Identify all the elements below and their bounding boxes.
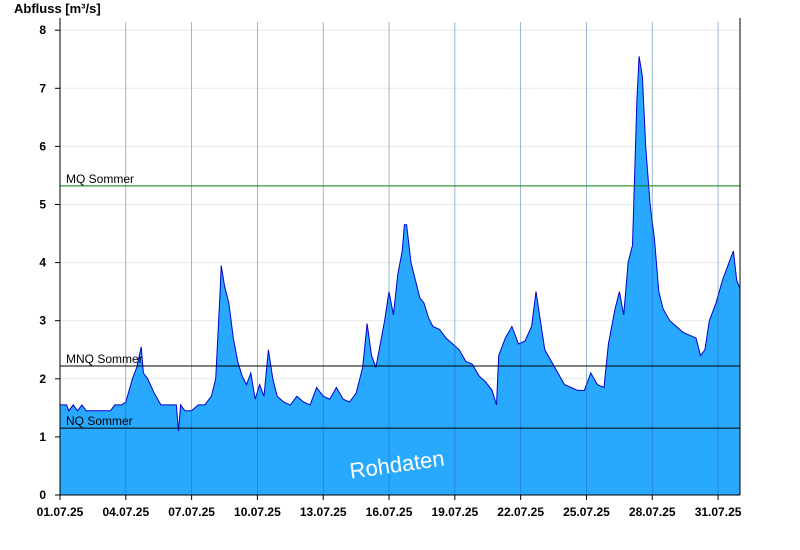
x-tick-label: 16.07.25 xyxy=(366,505,413,519)
y-tick-label: 3 xyxy=(39,314,46,328)
y-tick-label: 8 xyxy=(39,23,46,37)
x-tick-label: 04.07.25 xyxy=(102,505,149,519)
y-tick-label: 4 xyxy=(39,256,46,270)
reference-line-label: MNQ Sommer xyxy=(66,352,143,366)
y-tick-label: 1 xyxy=(39,430,46,444)
x-tick-label: 28.07.25 xyxy=(629,505,676,519)
day-grid-lines xyxy=(125,22,719,495)
discharge-area xyxy=(60,56,740,496)
reference-line-label: NQ Sommer xyxy=(66,414,133,428)
x-tick-label: 19.07.25 xyxy=(431,505,478,519)
x-tick-label: 07.07.25 xyxy=(168,505,215,519)
y-tick-label: 0 xyxy=(39,488,46,502)
x-tick-label: 10.07.25 xyxy=(234,505,281,519)
reference-lines: MQ Sommer MNQ Sommer NQ Sommer xyxy=(60,172,740,429)
y-tick-label: 7 xyxy=(39,81,46,95)
reference-line-label: MQ Sommer xyxy=(66,172,134,186)
axes: 0 1 2 3 4 5 6 7 8 01.07.25 04.07.25 07.07.25 10.07.2… xyxy=(37,18,742,519)
y-axis-label: Abfluss [m³/s] xyxy=(14,1,101,16)
y-tick-label: 5 xyxy=(39,198,46,212)
discharge-line xyxy=(60,56,741,432)
y-tick-label: 2 xyxy=(39,372,46,386)
y-tick-label: 6 xyxy=(39,139,46,153)
x-tick-label: 25.07.25 xyxy=(563,505,610,519)
x-tick-label: 31.07.25 xyxy=(695,505,742,519)
x-tick-label: 13.07.25 xyxy=(300,505,347,519)
x-tick-label: 01.07.25 xyxy=(37,505,84,519)
x-tick-label: 22.07.25 xyxy=(497,505,544,519)
